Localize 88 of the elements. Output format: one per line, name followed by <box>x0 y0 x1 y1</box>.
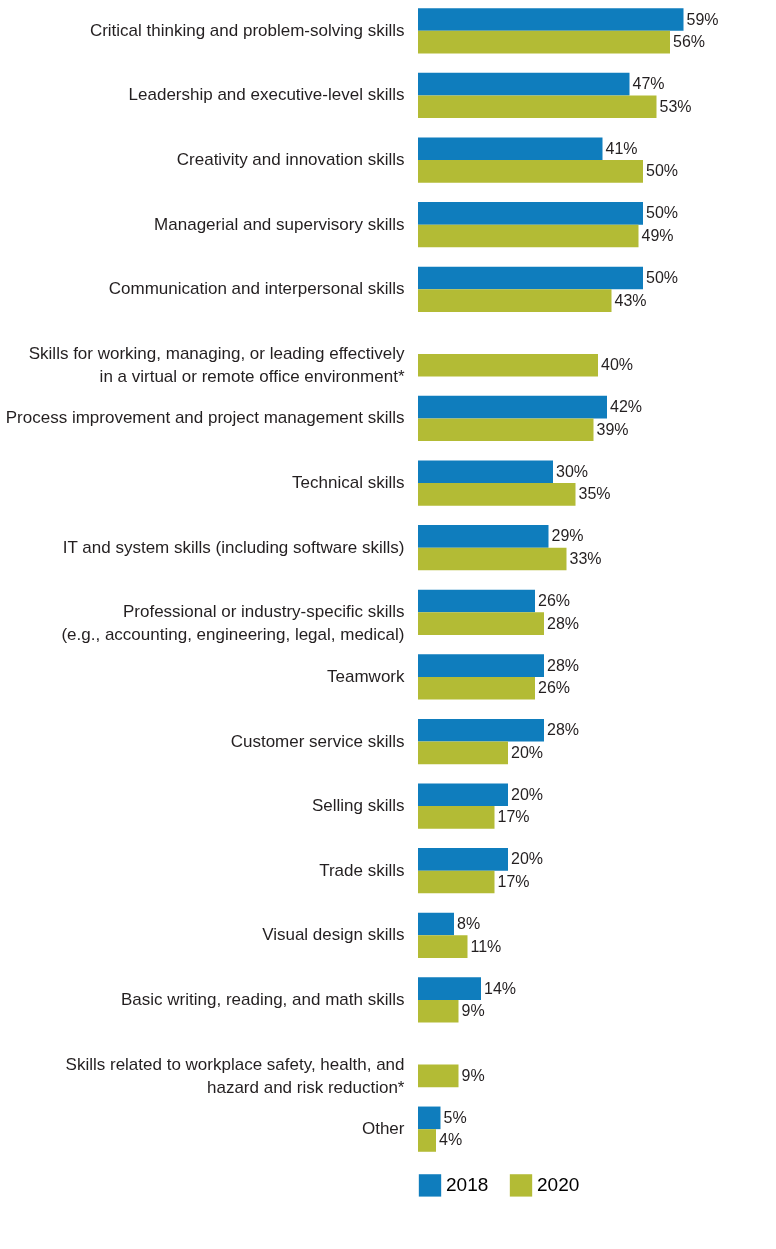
bar <box>418 289 612 312</box>
y-tick-label: Managerial and supervisory skills <box>154 214 405 234</box>
y-tick-label: Other <box>361 1119 405 1139</box>
bar <box>418 72 630 96</box>
data-label: 26% <box>538 592 571 609</box>
y-tick-label: Creativity and innovation skills <box>176 150 405 170</box>
bar <box>418 547 567 571</box>
data-label: 50% <box>646 162 679 180</box>
bar <box>418 8 684 31</box>
data-label: 39% <box>596 420 629 438</box>
bar <box>418 137 603 161</box>
bar <box>418 870 495 894</box>
data-label: 47% <box>632 75 665 93</box>
bar <box>418 30 670 54</box>
bar <box>418 676 535 700</box>
data-label: 50% <box>646 268 679 286</box>
bar <box>418 353 598 377</box>
data-label: 53% <box>659 97 692 115</box>
y-tick-label: Skills for working, managing, or leading effectively in a virtual or remote office environment* <box>28 343 405 386</box>
y-tick-label: Basic writing, reading, and math skills <box>121 989 405 1009</box>
y-tick-label: Skills related to workplace safety, health, and hazard and risk reduction* <box>65 1054 405 1097</box>
bar <box>418 1129 436 1152</box>
bar <box>418 935 468 958</box>
data-label: 26% <box>538 679 571 697</box>
data-label: 35% <box>578 485 611 503</box>
data-label: 20% <box>511 743 544 761</box>
data-label: 56% <box>673 33 706 51</box>
bar <box>418 202 643 225</box>
data-label: 17% <box>497 808 530 826</box>
bar <box>418 741 508 765</box>
bar <box>418 395 607 419</box>
bar <box>418 483 576 506</box>
data-label: 50% <box>646 204 679 222</box>
data-label: 20% <box>511 850 544 868</box>
data-label: 30% <box>556 462 589 480</box>
bar <box>418 266 643 290</box>
data-label: 9% <box>461 1066 485 1084</box>
data-label: 4% <box>439 1131 463 1149</box>
y-tick-label: Process improvement and project management skills <box>5 408 405 428</box>
legend-label: 2018 <box>446 1174 489 1196</box>
data-label: 28% <box>547 656 580 674</box>
bar <box>418 1064 459 1088</box>
data-label: 20% <box>511 785 544 803</box>
data-label: 28% <box>547 614 580 632</box>
y-tick-label: Customer service skills <box>230 731 405 751</box>
bar <box>418 612 544 635</box>
bar <box>418 654 544 677</box>
bar <box>418 1106 441 1130</box>
y-tick-label: Visual design skills <box>262 925 405 945</box>
y-tick-label: Leadership and executive-level skills <box>128 85 405 105</box>
y-tick-label: Trade skills <box>319 860 405 880</box>
data-label: 29% <box>551 527 584 545</box>
bar <box>418 999 459 1023</box>
bar <box>418 783 508 807</box>
data-label: 33% <box>569 550 602 567</box>
bar <box>418 160 643 183</box>
bar <box>418 912 454 936</box>
bar <box>418 977 481 1000</box>
data-label: 28% <box>547 721 580 739</box>
bar <box>418 806 495 829</box>
bar <box>418 718 544 742</box>
bar <box>418 589 535 613</box>
bar <box>418 460 553 484</box>
data-label: 40% <box>601 356 634 374</box>
data-label: 17% <box>497 873 530 891</box>
data-label: 43% <box>614 291 647 309</box>
y-tick-label: IT and system skills (including software skills) <box>62 537 405 557</box>
data-label: 14% <box>484 979 517 997</box>
data-label: 49% <box>641 226 674 244</box>
y-tick-label: Technical skills <box>292 473 405 493</box>
data-label: 9% <box>461 1002 485 1020</box>
y-tick-label: Selling skills <box>311 796 405 816</box>
bar <box>418 848 508 871</box>
y-tick-label: Teamwork <box>327 666 405 686</box>
data-label: 41% <box>605 139 638 157</box>
data-label: 59% <box>686 10 719 28</box>
bar <box>418 95 657 119</box>
bar <box>418 224 639 248</box>
bar <box>418 418 594 442</box>
bar <box>418 525 549 548</box>
legend-label: 2020 <box>537 1174 580 1196</box>
data-label: 8% <box>457 915 481 933</box>
data-label: 42% <box>610 398 643 416</box>
data-label: 11% <box>470 937 502 955</box>
y-tick-label: Communication and interpersonal skills <box>108 279 405 299</box>
y-tick-label: Professional or industry-specific skills (e.g., accounting, engineering, legal, medical) <box>61 602 405 645</box>
y-tick-label: Critical thinking and problem-solving skills <box>89 20 405 40</box>
data-label: 5% <box>443 1108 467 1126</box>
